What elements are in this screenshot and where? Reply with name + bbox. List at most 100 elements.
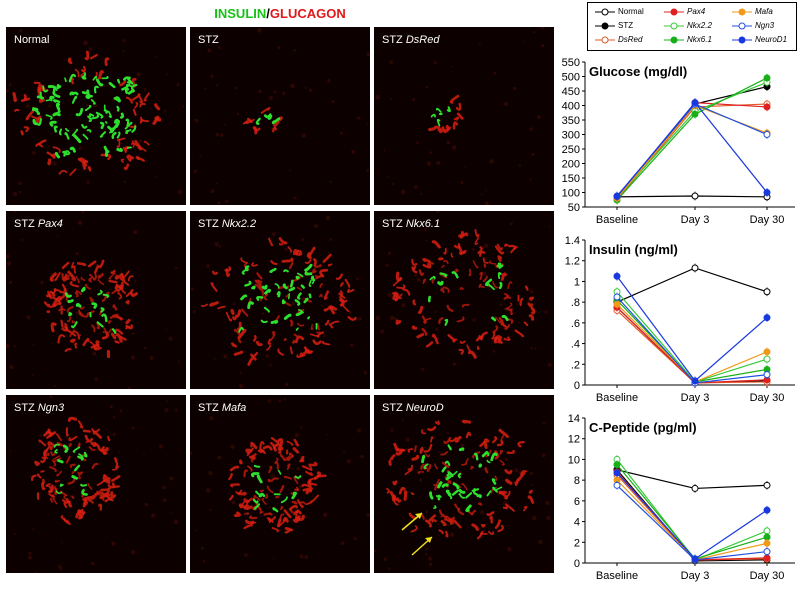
series-neurod1 <box>613 98 771 201</box>
series-nkx6-1 <box>613 73 771 205</box>
micrograph-panel: STZ NeuroD <box>374 395 554 573</box>
data-point <box>763 288 771 296</box>
series-line <box>616 303 768 383</box>
data-point <box>613 461 621 469</box>
series-line <box>616 77 768 201</box>
x-tick-label: Day 30 <box>750 570 785 582</box>
micrograph-panel: STZ Pax4 <box>6 211 186 389</box>
x-tick-label: Day 30 <box>750 214 785 226</box>
data-point <box>763 548 771 556</box>
series-stz <box>613 465 771 566</box>
series-pax4 <box>613 467 771 565</box>
panel-label-prefix: STZ <box>382 402 403 414</box>
panel-label-gene: Nkx6.1 <box>402 218 441 230</box>
y-tick-label: 1 <box>574 276 580 288</box>
micrograph-panel: STZ Ngn3 <box>6 395 186 573</box>
data-point <box>691 264 699 272</box>
legend-marker-icon <box>664 22 684 30</box>
x-tick-label: Baseline <box>596 214 638 226</box>
data-point <box>613 293 621 301</box>
panel-label-gene: Nkx2.2 <box>218 218 257 230</box>
panel-label-prefix: STZ <box>382 218 403 230</box>
y-tick-label: 400 <box>562 101 580 113</box>
panel-label-prefix: STZ <box>14 218 35 230</box>
micrograph-image <box>374 27 554 205</box>
y-tick-label: 450 <box>562 86 580 98</box>
x-tick-label: Baseline <box>596 570 638 582</box>
y-tick-label: 300 <box>562 130 580 142</box>
figure-title: INSULIN/GLUCAGON <box>0 6 560 21</box>
legend-label: NeuroD1 <box>755 35 788 44</box>
y-tick-label: 6 <box>574 496 580 508</box>
legend-label: Pax4 <box>687 7 706 16</box>
micrograph-panel: STZ <box>190 27 370 205</box>
series-dsred <box>613 306 771 388</box>
legend-item: Nkx2.2 <box>663 20 712 32</box>
data-point <box>613 193 621 201</box>
panel-label: STZ Nkx2.2 <box>198 218 256 230</box>
legend-label: Nkx6.1 <box>687 35 712 44</box>
panel-label-prefix: STZ <box>198 218 219 230</box>
series-line <box>616 459 768 561</box>
y-tick-label: 100 <box>562 188 580 200</box>
legend-marker-icon <box>664 8 684 16</box>
legend-item: Ngn3 <box>731 20 774 32</box>
series-line <box>616 464 768 560</box>
panel-label-gene: DsRed <box>402 34 440 46</box>
y-tick-label: 1.2 <box>565 256 580 268</box>
data-point <box>763 539 771 547</box>
y-tick-label: 150 <box>562 173 580 185</box>
series-line <box>616 469 768 490</box>
y-tick-label: .2 <box>571 359 580 371</box>
legend-marker-icon <box>595 22 615 30</box>
y-tick-label: 0 <box>574 380 580 392</box>
micrograph-panel: Normal <box>6 27 186 205</box>
y-tick-label: 500 <box>562 72 580 84</box>
legend-label: DsRed <box>618 35 643 44</box>
series-line <box>616 469 768 562</box>
x-tick-label: Day 30 <box>750 392 785 404</box>
chart-title: Glucose (mg/dl) <box>589 64 687 79</box>
glucagon-title: GLUCAGON <box>269 6 346 21</box>
micrograph-panel: STZ Mafa <box>190 395 370 573</box>
y-tick-label: .6 <box>571 318 580 330</box>
series-line <box>616 81 768 199</box>
data-point <box>691 110 699 118</box>
legend-marker-icon <box>732 8 752 16</box>
data-point <box>613 272 621 280</box>
panel-label-gene: Mafa <box>218 402 247 414</box>
x-tick-label: Baseline <box>596 392 638 404</box>
data-point <box>763 355 771 363</box>
x-tick-label: Day 3 <box>681 392 710 404</box>
x-tick-label: Day 3 <box>681 214 710 226</box>
y-tick-label: 250 <box>562 144 580 156</box>
micrograph-image <box>190 211 370 389</box>
data-point <box>691 192 699 200</box>
data-point <box>691 99 699 107</box>
y-tick-label: 4 <box>574 517 580 529</box>
legend-item: Pax4 <box>663 6 705 18</box>
data-point <box>763 506 771 514</box>
micrograph-image <box>190 395 370 573</box>
data-point <box>691 555 699 563</box>
y-tick-label: 350 <box>562 115 580 127</box>
arrow-icon <box>401 512 423 531</box>
panel-label: STZ NeuroD <box>382 402 444 414</box>
y-tick-label: .8 <box>571 297 580 309</box>
y-tick-label: 200 <box>562 159 580 171</box>
data-point <box>613 481 621 489</box>
data-point <box>691 484 699 492</box>
micrograph-image <box>374 211 554 389</box>
micrograph-image <box>6 211 186 389</box>
micrograph-image <box>374 395 554 573</box>
series-line <box>616 267 768 303</box>
micrograph-image <box>6 27 186 205</box>
data-point <box>763 371 771 379</box>
insulin-chart: 0 .2 .4 .6 .8 1 1.2 1.4 Baseline Day 3 Day 30 Insul… <box>565 235 795 404</box>
legend-label: Normal <box>618 7 644 16</box>
insulin-title: INSULIN <box>214 6 267 21</box>
c-peptide-chart: 0 2 4 6 8 10 12 14 Baseline Day 3 Day 30 C-Peptide … <box>568 413 795 582</box>
series-line <box>616 104 768 199</box>
y-tick-label: 550 <box>562 57 580 69</box>
series-line <box>616 299 768 383</box>
